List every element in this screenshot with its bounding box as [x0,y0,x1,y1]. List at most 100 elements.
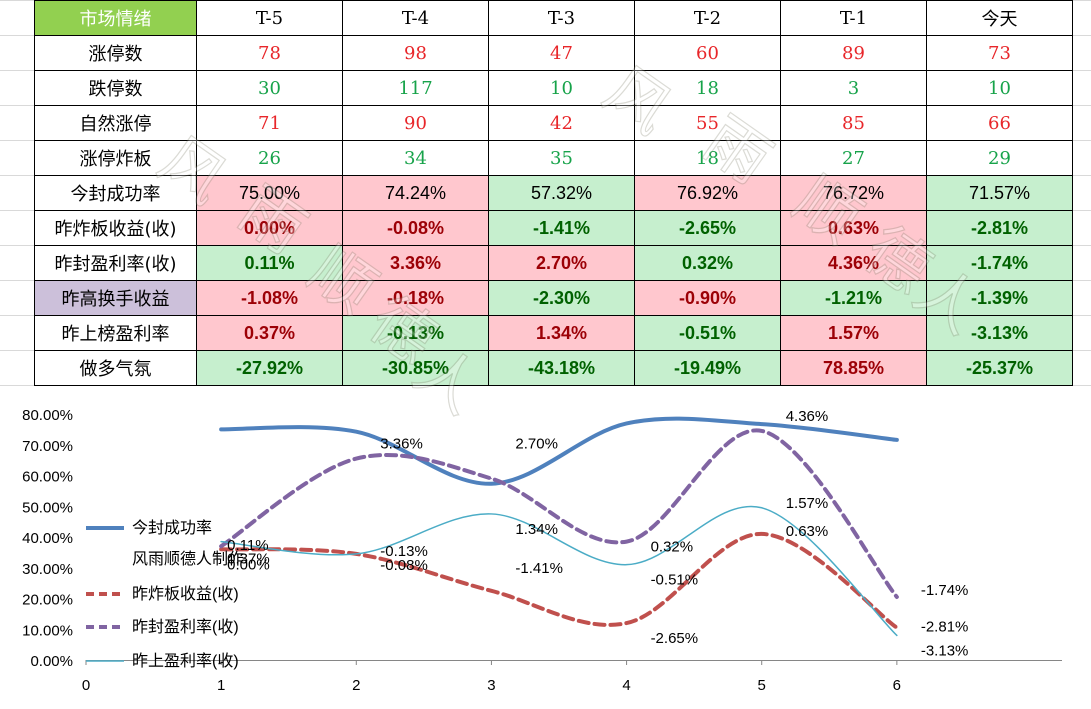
data-point [490,590,492,592]
column-header: T-5 [196,0,343,36]
table-cell: -0.51% [634,315,781,351]
row-label: 昨炸板收益(收) [34,210,197,246]
data-label: 0.63% [786,523,829,540]
x-tick-label: 1 [217,677,225,694]
line-chart: 0.00% 10.00% 20.00% 30.00% 40.00% 50.00% 60.00… [0,386,1091,705]
data-label: -0.51% [651,572,699,589]
y-tick-label: 40.00% [22,530,73,547]
data-point [490,513,492,515]
table-cell: 0.11% [196,245,343,281]
table-cell: 76.72% [780,175,927,211]
table-cell: -0.08% [342,210,489,246]
chart-svg: 0.00%10.00%20.00%30.00%40.00%50.00%60.00… [22,407,1062,694]
legend-extra: 风雨顺德人制作 [132,550,244,568]
series-line [219,531,899,630]
table-cell: 18 [634,140,781,176]
table-cell: 47 [488,35,635,71]
corner-label: 市场情绪 [34,0,197,36]
table-cell: 1.34% [488,315,635,351]
data-point [896,634,898,636]
data-point [896,439,898,441]
data-label: 1.57% [786,495,829,512]
legend-label: 昨炸板收益(收) [132,585,239,603]
row-label: 今封成功率 [34,175,197,211]
table-cell: -3.13% [926,315,1073,351]
table-cell: -19.49% [634,350,781,386]
y-tick-label: 0.00% [30,653,73,670]
table-cell: -1.41% [488,210,635,246]
row-label: 昨封盈利率(收) [34,245,197,281]
table-cell: 55 [634,105,781,141]
data-label: 1.34% [515,521,558,538]
legend-label: 昨上盈利率(收) [132,652,239,670]
table-cell: -1.21% [780,280,927,316]
table-cell: 98 [342,35,489,71]
data-label: -0.08% [380,557,428,574]
table-cell: 60 [634,35,781,71]
table-row: 做多气氛 -27.92% -30.85% -43.18% -19.49% 78.85% -2… [34,350,1073,386]
column-header: T-4 [342,0,489,36]
table-cell: 57.32% [488,175,635,211]
data-label: -1.74% [921,582,969,599]
data-label: 0.37% [227,551,270,568]
row-label: 做多气氛 [34,350,197,386]
row-label: 昨高换手收益 [34,280,197,316]
table-row: 昨炸板收益(收) 0.00% -0.08% -1.41% -2.65% 0.63% -2.8… [34,210,1073,246]
table-cell: -43.18% [488,350,635,386]
table-cell: -0.13% [342,315,489,351]
data-label: -0.13% [380,543,428,560]
y-tick-label: 70.00% [22,438,73,455]
data-point [626,622,628,624]
data-label: -3.13% [921,642,969,659]
table-cell: -0.18% [342,280,489,316]
table-cell: 26 [196,140,343,176]
data-point [355,431,357,433]
table-cell: 34 [342,140,489,176]
data-label: 3.36% [380,436,423,453]
table-cell: 89 [780,35,927,71]
table-row: 涨停炸板 26 34 35 18 27 29 [34,140,1073,176]
data-label: 0.32% [651,539,694,556]
table-cell: -2.30% [488,280,635,316]
row-label: 跌停数 [34,70,197,106]
data-point [355,553,357,555]
data-label: -2.65% [651,630,699,647]
table-cell: 30 [196,70,343,106]
header-row: 市场情绪 T-5 T-4 T-3 T-2 T-1 今天 [34,0,1073,36]
data-point [896,627,898,629]
column-header: T-1 [780,0,927,36]
legend-label: 今封成功率 [132,519,212,537]
table-row: 自然涨停 71 90 42 55 85 66 [34,105,1073,141]
row-label: 涨停数 [34,35,197,71]
data-point [626,541,628,543]
y-tick-label: 60.00% [22,469,73,486]
y-tick-label: 50.00% [22,499,73,516]
table-cell: 27 [780,140,927,176]
table-cell: 0.63% [780,210,927,246]
table-cell: 71 [196,105,343,141]
data-point [761,423,763,425]
table-row: 昨上榜盈利率 0.37% -0.13% 1.34% -0.51% 1.57% -3.13% [34,315,1073,351]
table-row: 涨停数 78 98 47 60 89 73 [34,35,1073,71]
table-cell: -1.74% [926,245,1073,281]
data-point [490,483,492,485]
series-line [219,416,899,486]
x-tick-label: 5 [758,677,766,694]
table-cell: -0.90% [634,280,781,316]
data-label: 0.11% [227,537,268,554]
table-cell: 117 [342,70,489,106]
row-label: 昨上榜盈利率 [34,315,197,351]
market-sentiment-table: 市场情绪 T-5 T-4 T-3 T-2 T-1 今天 涨停数 78 98 47 60 89 73 跌停数 3… [34,0,1073,386]
data-point [896,596,898,598]
x-tick-label: 2 [352,677,360,694]
table-cell: 4.36% [780,245,927,281]
x-tick-label: 3 [487,677,495,694]
table-cell: -27.92% [196,350,343,386]
y-tick-label: 80.00% [22,407,73,424]
table-cell: 90 [342,105,489,141]
table-cell: 0.37% [196,315,343,351]
table-cell: 3.36% [342,245,489,281]
table-cell: -1.39% [926,280,1073,316]
table-cell: 75.00% [196,175,343,211]
table-cell: 78.85% [780,350,927,386]
